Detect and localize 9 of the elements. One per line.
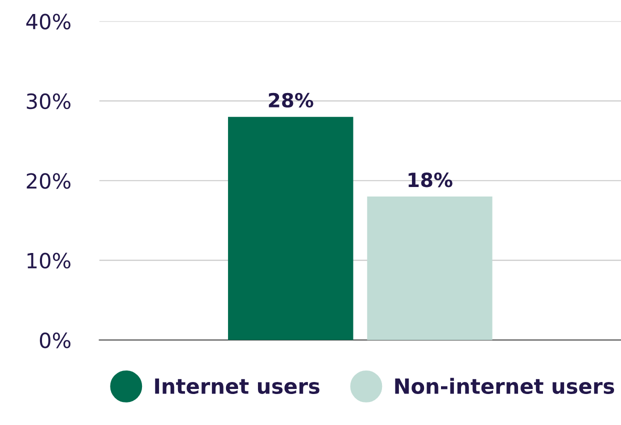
- y-tick-label: 40%: [26, 14, 70, 30]
- y-tick-label: 20%: [26, 173, 70, 189]
- y-tick-label: 0%: [40, 332, 70, 348]
- y-tick-label: 10%: [28, 252, 70, 269]
- data-label: 18%: [408, 172, 452, 188]
- y-tick-label: 30%: [26, 93, 70, 110]
- data-label: 28%: [268, 92, 314, 108]
- legend-label: Internet users: [155, 378, 320, 394]
- legend-label: Non-internet users: [395, 378, 614, 394]
